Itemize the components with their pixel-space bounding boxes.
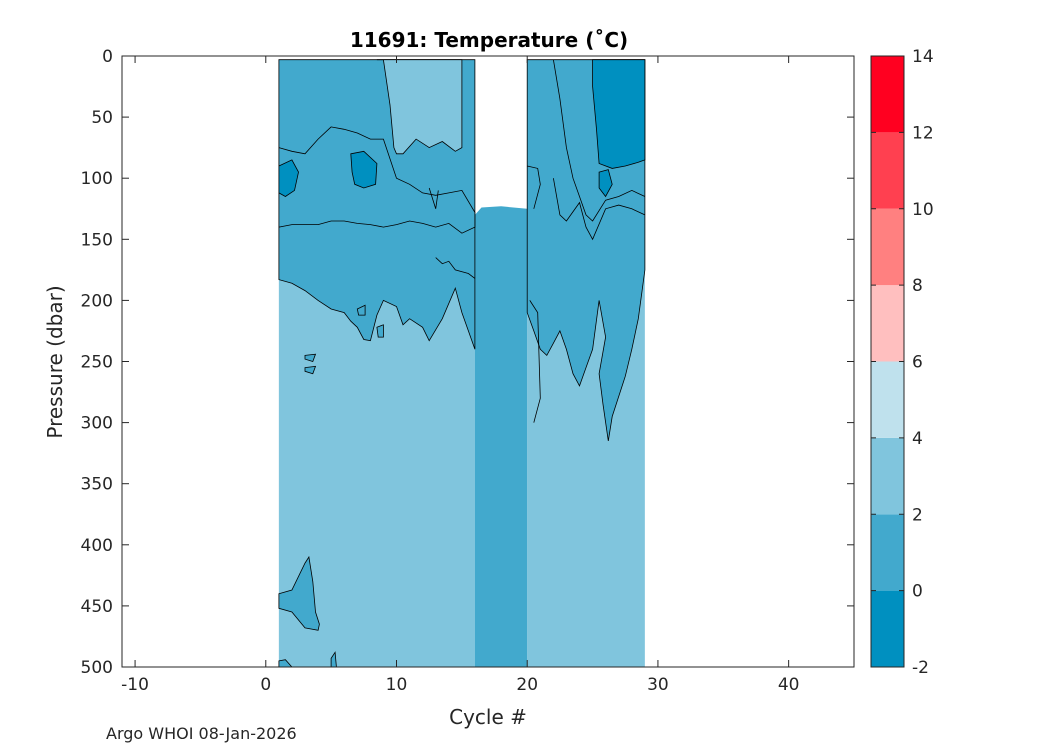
- footer-credit: Argo WHOI 08-Jan-2026: [106, 724, 297, 743]
- colorbar-tick-label: 10: [912, 200, 934, 220]
- chart-title: 11691: Temperature (˚C): [350, 28, 628, 52]
- y-tick-label: 500: [81, 658, 113, 678]
- colorbar-swatch: [871, 514, 904, 591]
- y-tick-label: 400: [81, 536, 113, 556]
- y-tick-label: 50: [91, 108, 113, 128]
- x-tick-label: 40: [778, 675, 800, 695]
- colorbar-tick-label: 6: [912, 353, 923, 373]
- contour-neg2to0-band: [278, 126, 476, 234]
- colorbar-swatch: [871, 56, 904, 133]
- contour-lines: [428, 59, 646, 423]
- y-axis: 0 50 100 150 200 250 300 350 400 450 500: [81, 47, 854, 678]
- x-tick-label: 10: [386, 675, 408, 695]
- x-tick-label: 20: [516, 675, 538, 695]
- colorbar-tick-label: 14: [912, 47, 934, 67]
- colorbar-swatch: [871, 590, 904, 667]
- colorbar-tick-label: 8: [912, 276, 923, 296]
- contour-small-blobs: [278, 304, 384, 667]
- contour-neg2to0-blob: [278, 159, 299, 197]
- colorbar-tick-label: 4: [912, 429, 923, 449]
- colorbar-tick-label: 0: [912, 582, 923, 602]
- colorbar-tick-label: -2: [912, 658, 929, 678]
- y-tick-label: 350: [81, 475, 113, 495]
- colorbar-tick-label: 12: [912, 123, 934, 143]
- contour-field: [278, 59, 646, 667]
- contour-neg2to0-right-blob: [598, 169, 613, 198]
- colorbar-swatch: [871, 132, 904, 209]
- colorbar: -2 0 2 4 6 8 10 12 14: [870, 47, 934, 678]
- colorbar-swatch: [871, 361, 904, 438]
- y-tick-label: 100: [81, 169, 113, 189]
- x-axis-label: Cycle #: [449, 705, 527, 729]
- contour-2to4-surface-pocket: [376, 59, 463, 155]
- y-tick-label: 0: [102, 47, 113, 67]
- colorbar-swatch: [871, 437, 904, 515]
- x-axis: -10 0 10 20 30 40: [121, 56, 799, 695]
- y-tick-label: 250: [81, 353, 113, 373]
- colorbar-swatch: [871, 208, 904, 286]
- y-tick-label: 450: [81, 597, 113, 617]
- y-tick-label: 200: [81, 291, 113, 311]
- x-tick-label: 0: [260, 675, 271, 695]
- y-tick-label: 150: [81, 230, 113, 250]
- y-axis-label: Pressure (dbar): [43, 285, 67, 438]
- y-tick-label: 300: [81, 414, 113, 434]
- contour-neg2to0-blob: [350, 150, 378, 189]
- x-tick-label: -10: [121, 675, 149, 695]
- gap-wedge: [461, 206, 528, 667]
- x-tick-label: 30: [647, 675, 669, 695]
- colorbar-swatch: [871, 285, 904, 362]
- contour-neg2to0-right: [592, 59, 646, 169]
- contour-0to2-deep-blob: [278, 555, 320, 631]
- colorbar-tick-label: 2: [912, 505, 923, 525]
